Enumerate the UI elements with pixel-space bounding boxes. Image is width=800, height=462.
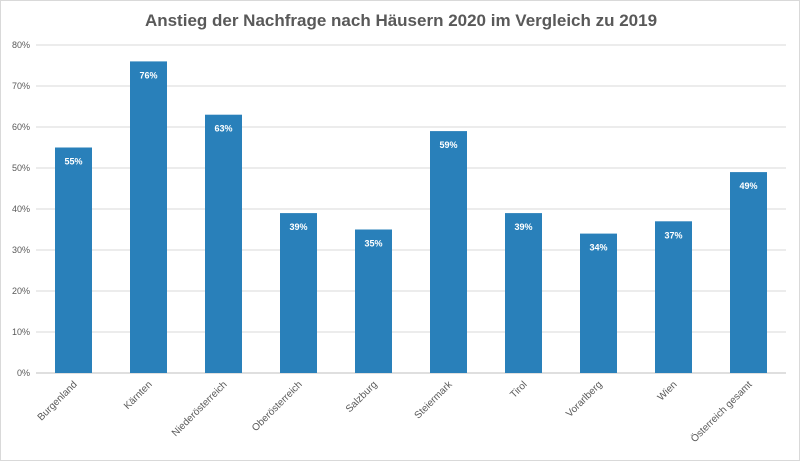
data-label: 39% xyxy=(514,222,532,232)
y-tick-label: 20% xyxy=(12,286,30,296)
x-tick-label: Tirol xyxy=(508,379,529,400)
y-tick-label: 30% xyxy=(12,245,30,255)
y-tick-label: 60% xyxy=(12,122,30,132)
bars xyxy=(55,61,767,374)
chart-title: Anstieg der Nachfrage nach Häusern 2020 … xyxy=(145,11,657,30)
x-axis-ticks: Burgenland Kärnten Niederösterreich Oberöst… xyxy=(36,378,755,444)
bar-9 xyxy=(655,221,692,373)
y-tick-label: 0% xyxy=(17,368,30,378)
bar-7 xyxy=(505,213,542,373)
x-tick-label: Steiermark xyxy=(413,379,456,422)
data-label: 34% xyxy=(589,243,607,253)
y-tick-label: 40% xyxy=(12,204,30,214)
y-tick-label: 10% xyxy=(12,327,30,337)
x-tick-label: Österreich gesamt xyxy=(688,378,754,444)
data-label: 49% xyxy=(739,181,757,191)
x-tick-label: Vorarlberg xyxy=(564,379,604,419)
bar-3 xyxy=(205,114,242,373)
data-label: 39% xyxy=(289,222,307,232)
data-labels: 55% 76% 63% 39% 35% 59% 39% 34% 37% 49% xyxy=(64,70,757,252)
y-tick-label: 50% xyxy=(12,163,30,173)
y-axis-ticks: 0% 10% 20% 30% 40% 50% 60% 70% 80% xyxy=(12,40,30,378)
bar-10 xyxy=(730,172,767,373)
data-label: 55% xyxy=(64,157,82,167)
y-tick-label: 70% xyxy=(12,81,30,91)
data-label: 37% xyxy=(664,230,682,240)
data-label: 59% xyxy=(439,140,457,150)
x-tick-label: Salzburg xyxy=(344,379,380,415)
bar-6 xyxy=(430,131,467,373)
data-label: 63% xyxy=(214,124,232,134)
bar-4 xyxy=(280,213,317,373)
x-tick-label: Kärnten xyxy=(122,379,155,412)
x-tick-label: Oberösterreich xyxy=(250,379,305,434)
bar-1 xyxy=(55,147,92,373)
x-tick-label: Wien xyxy=(656,379,680,403)
bar-2 xyxy=(130,61,167,374)
bar-5 xyxy=(355,229,392,373)
x-tick-label: Burgenland xyxy=(36,379,80,423)
y-tick-label: 80% xyxy=(12,40,30,50)
bar-8 xyxy=(580,233,617,373)
data-label: 35% xyxy=(364,239,382,249)
data-label: 76% xyxy=(139,70,157,80)
x-tick-label: Niederösterreich xyxy=(170,379,230,439)
